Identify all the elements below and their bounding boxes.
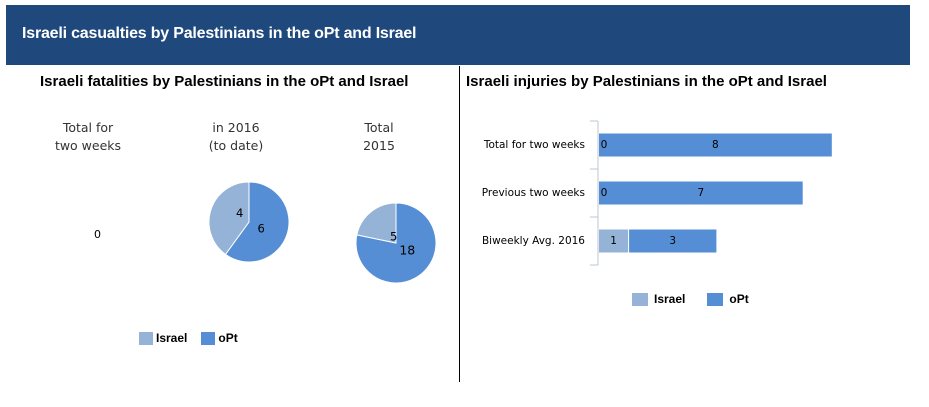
legend-swatch-israel-injuries	[632, 292, 648, 306]
legend-label-israel-injuries: Israel	[654, 292, 686, 306]
pie-2015-label-opt: 18	[399, 242, 415, 257]
legend-item-opt: oPt	[201, 331, 238, 345]
pie-label-2016-line1: in 2016	[212, 120, 260, 135]
injuries-label-israel-0: 0	[601, 139, 608, 151]
legend-item-israel-injuries: Israel	[632, 292, 685, 306]
injuries-label-israel-1: 0	[601, 187, 608, 199]
pie-label-two-weeks-line2: two weeks	[54, 138, 122, 153]
legend-label-opt: oPt	[218, 331, 238, 345]
injuries-bar-opt-1	[599, 181, 803, 205]
injuries-bar-opt-0	[599, 133, 832, 157]
pie-label-2015: Total 2015	[319, 119, 439, 155]
pie-label-two-weeks: Total for two weeks	[28, 119, 148, 155]
fatalities-legend: Israel oPt	[139, 331, 252, 345]
pie-label-2016-line2: (to date)	[208, 138, 264, 153]
pie-2016-slice-israel	[208, 181, 250, 256]
injuries-title: Israeli injuries by Palestinians in the …	[466, 73, 827, 90]
injuries-label-opt-2: 3	[669, 235, 676, 247]
injuries-label-israel-2: 1	[610, 235, 617, 247]
title-banner: Israeli casualties by Palestinians in th…	[6, 5, 910, 65]
pie-2016-label-opt: 6	[258, 221, 265, 235]
legend-item-israel: Israel	[139, 331, 187, 345]
pie-label-2016: in 2016 (to date)	[176, 119, 296, 155]
injuries-bar-israel-2	[599, 229, 629, 253]
injuries-category-label-0: Total for two weeks	[483, 139, 585, 151]
legend-swatch-israel	[139, 331, 153, 345]
legend-item-opt-injuries: oPt	[707, 292, 749, 306]
pie-label-two-weeks-line1: Total for	[62, 120, 114, 135]
pie-label-2015-line1: Total	[364, 120, 394, 135]
banner-title: Israeli casualties by Palestinians in th…	[22, 25, 417, 42]
injuries-category-label-2: Biweekly Avg. 2016	[482, 235, 585, 247]
legend-swatch-opt	[201, 331, 216, 345]
legend-label-israel: Israel	[156, 331, 188, 345]
legend-label-opt-injuries: oPt	[729, 292, 749, 306]
fatalities-title: Israeli fatalities by Palestinians in th…	[40, 73, 409, 90]
panel-divider	[459, 66, 460, 382]
pie-2015-label-israel: 5	[390, 230, 397, 244]
injuries-label-opt-0: 8	[712, 139, 719, 151]
pie-two-weeks-zero-label: 0	[94, 228, 101, 241]
pie-2016-slice-opt	[224, 181, 290, 263]
injuries-category-label-1: Previous two weeks	[482, 187, 585, 199]
pie-2016-label-israel: 4	[236, 206, 243, 220]
injuries-legend: Israel oPt	[632, 292, 763, 306]
pie-label-2015-line2: 2015	[363, 138, 395, 153]
legend-swatch-opt-injuries	[707, 292, 724, 306]
injuries-label-opt-1: 7	[698, 187, 705, 199]
injuries-bar-opt-2	[629, 229, 717, 253]
pie-2015-slice-israel	[356, 202, 397, 244]
